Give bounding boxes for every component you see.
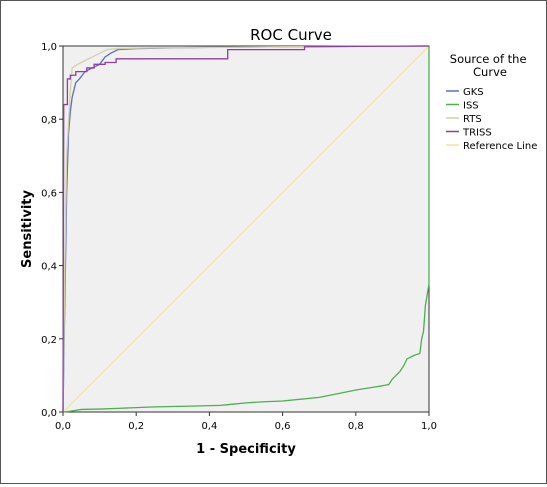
- y-tick-label: 0,4: [41, 262, 57, 273]
- series-line-triss: [62, 45, 430, 413]
- legend: Source of the Curve GKS ISS RTS TRISS Refere…: [446, 52, 537, 152]
- legend-label-reference-line: Reference Line: [463, 141, 537, 152]
- x-tick-label: 0,8: [348, 421, 364, 432]
- chart-title: ROC Curve: [250, 26, 332, 44]
- series-layer: [62, 45, 430, 413]
- series-line-reference-line: [62, 45, 430, 413]
- series-line-iss: [62, 46, 430, 413]
- y-axis-label: Sensitivity: [20, 190, 35, 268]
- legend-title-line-1: Source of the: [450, 52, 527, 66]
- legend-label-rts: RTS: [463, 114, 482, 125]
- y-tick-label: 1,0: [41, 42, 57, 53]
- legend-items: GKS ISS RTS TRISS Reference Line: [446, 87, 537, 152]
- legend-title: Source of the Curve: [450, 52, 530, 79]
- y-tick-label: 0,0: [41, 408, 57, 419]
- y-tick-label: 0,2: [41, 335, 57, 346]
- legend-title-line-2: Curve: [473, 65, 507, 79]
- y-axis-ticks: 0,0 0,2 0,4 0,6 0,8 1,0: [41, 42, 63, 419]
- x-tick-label: 0,2: [128, 421, 144, 432]
- x-axis-label: 1 - Specificity: [196, 442, 296, 457]
- legend-label-gks: GKS: [463, 87, 484, 98]
- x-tick-label: 1,0: [421, 421, 437, 432]
- legend-label-triss: TRISS: [462, 128, 492, 139]
- x-tick-label: 0,0: [55, 421, 71, 432]
- y-tick-label: 0,8: [41, 115, 57, 126]
- x-tick-label: 0,4: [201, 421, 217, 432]
- y-tick-label: 0,6: [41, 188, 57, 199]
- legend-label-iss: ISS: [463, 101, 479, 112]
- x-axis-ticks: 0,0 0,2 0,4 0,6 0,8 1,0: [55, 412, 437, 432]
- x-tick-label: 0,6: [275, 421, 291, 432]
- series-line-rts: [62, 45, 430, 413]
